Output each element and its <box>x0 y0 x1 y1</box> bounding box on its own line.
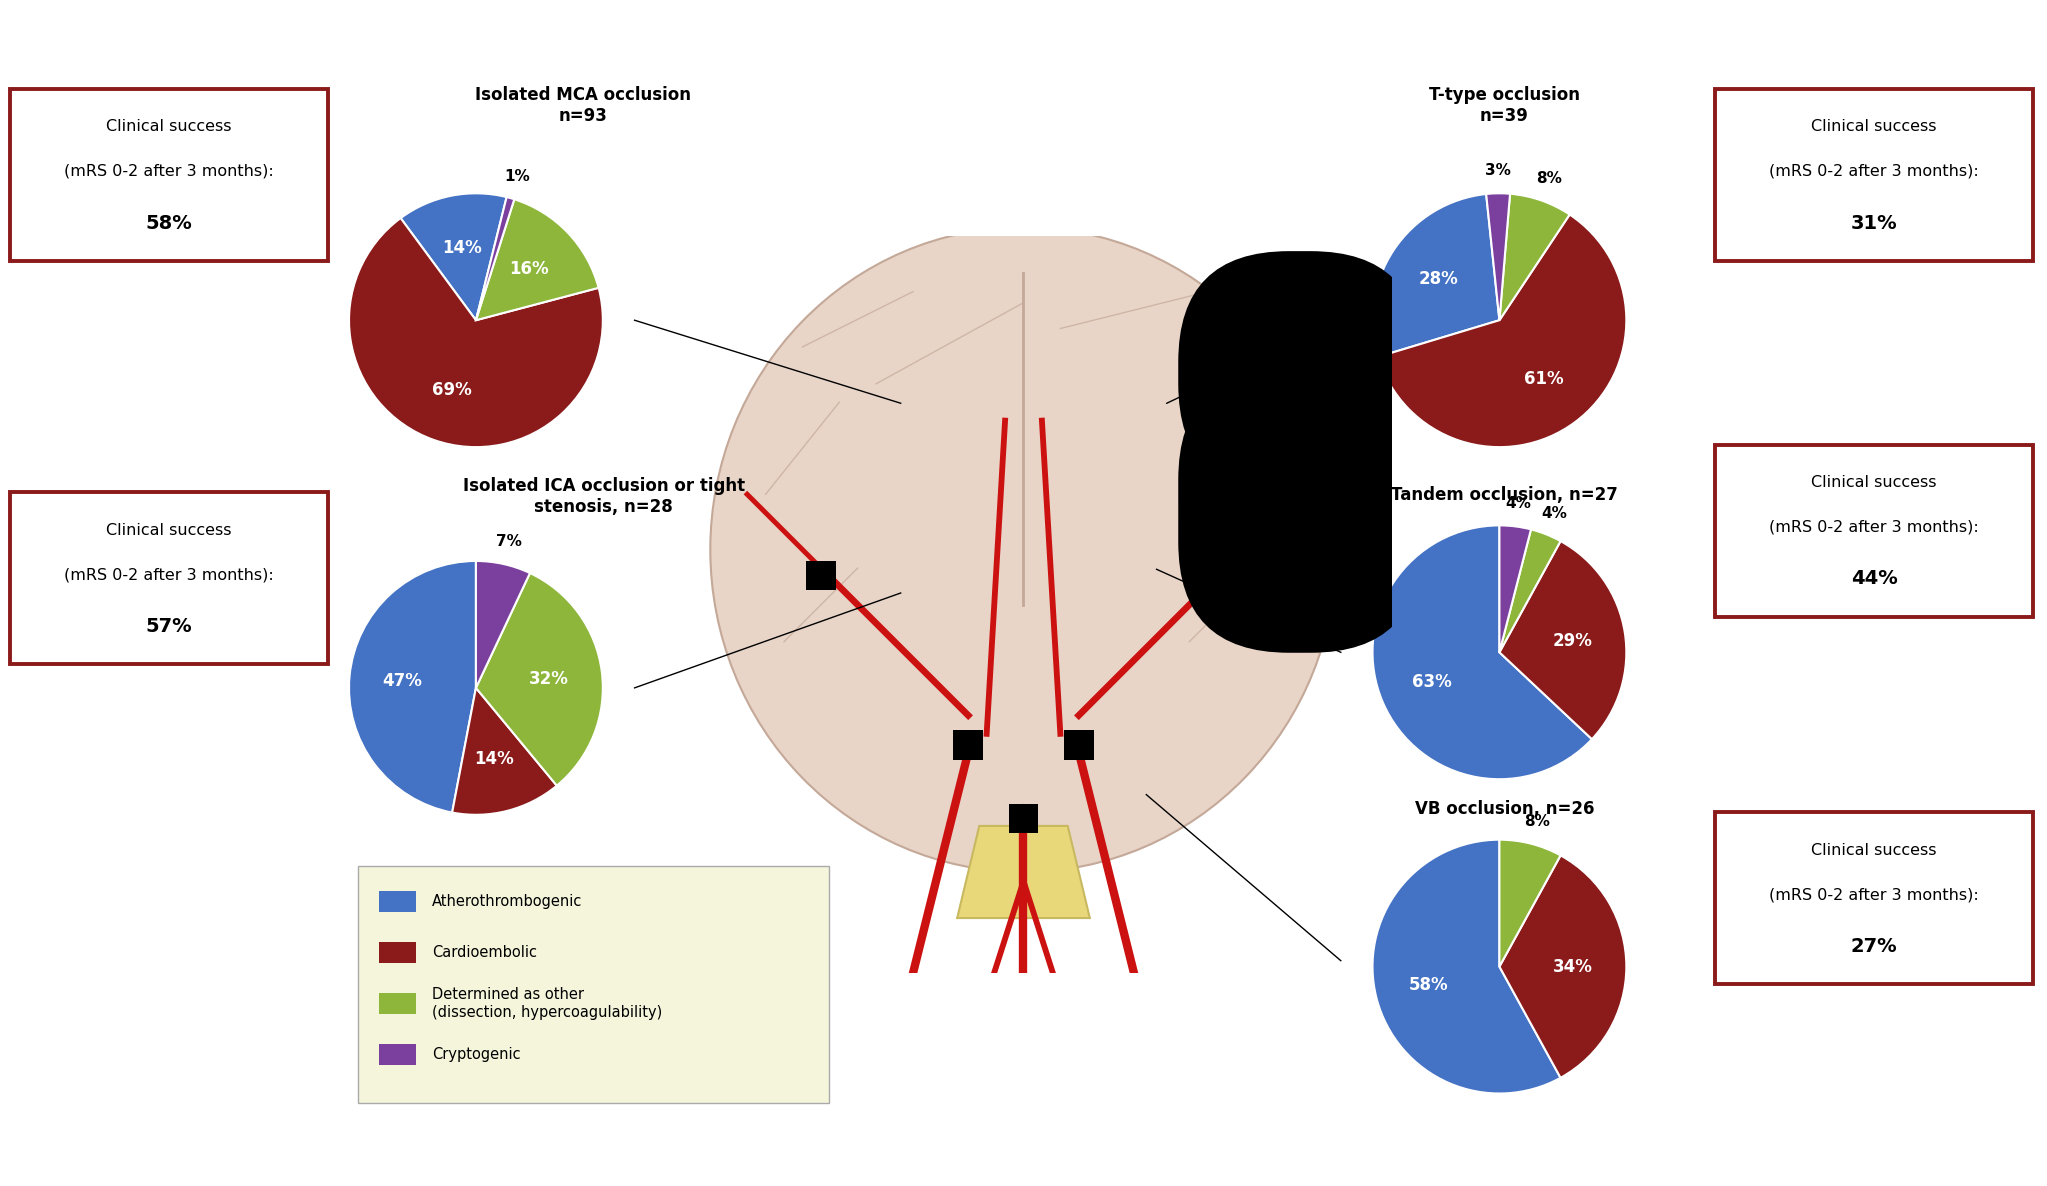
Text: Clinical success: Clinical success <box>1812 843 1936 857</box>
FancyBboxPatch shape <box>1715 89 2033 261</box>
Wedge shape <box>1498 541 1625 739</box>
FancyBboxPatch shape <box>379 993 416 1014</box>
Wedge shape <box>1498 525 1531 652</box>
Text: 47%: 47% <box>383 672 422 690</box>
FancyBboxPatch shape <box>1064 731 1093 759</box>
Text: (mRS 0-2 after 3 months):: (mRS 0-2 after 3 months): <box>1769 519 1979 535</box>
Wedge shape <box>475 573 602 785</box>
FancyBboxPatch shape <box>807 561 835 591</box>
Wedge shape <box>1378 215 1625 447</box>
FancyBboxPatch shape <box>1715 445 2033 617</box>
Wedge shape <box>475 561 530 688</box>
Text: 3%: 3% <box>1484 162 1511 178</box>
Wedge shape <box>475 197 514 320</box>
Text: 31%: 31% <box>1850 213 1898 232</box>
Text: 32%: 32% <box>528 670 569 688</box>
FancyBboxPatch shape <box>10 89 328 261</box>
Text: Determined as other
(dissection, hypercoagulability): Determined as other (dissection, hyperco… <box>432 987 661 1020</box>
FancyBboxPatch shape <box>379 1044 416 1065</box>
Text: 8%: 8% <box>1535 171 1562 186</box>
Text: 58%: 58% <box>1408 976 1447 994</box>
Text: 4%: 4% <box>1541 505 1568 521</box>
Ellipse shape <box>710 228 1337 872</box>
Wedge shape <box>452 688 557 815</box>
FancyBboxPatch shape <box>954 731 983 759</box>
FancyBboxPatch shape <box>1179 369 1421 612</box>
Wedge shape <box>1498 529 1560 652</box>
Text: 16%: 16% <box>510 261 549 279</box>
FancyBboxPatch shape <box>379 891 416 912</box>
FancyBboxPatch shape <box>10 492 328 664</box>
Text: Atherothrombogenic: Atherothrombogenic <box>432 894 581 908</box>
Text: 14%: 14% <box>442 240 481 257</box>
Wedge shape <box>1498 840 1560 967</box>
Text: 7%: 7% <box>495 534 522 549</box>
Wedge shape <box>350 218 602 447</box>
FancyBboxPatch shape <box>1226 310 1374 439</box>
Text: Clinical success: Clinical success <box>106 523 231 537</box>
Text: 14%: 14% <box>475 751 514 769</box>
Text: Clinical success: Clinical success <box>106 120 231 134</box>
Text: 58%: 58% <box>145 213 192 232</box>
Text: Clinical success: Clinical success <box>1812 120 1936 134</box>
FancyBboxPatch shape <box>1226 458 1374 586</box>
FancyBboxPatch shape <box>1009 804 1038 834</box>
Wedge shape <box>1374 195 1498 357</box>
Text: 34%: 34% <box>1554 957 1593 976</box>
FancyBboxPatch shape <box>358 866 829 1103</box>
Text: (mRS 0-2 after 3 months):: (mRS 0-2 after 3 months): <box>1769 887 1979 903</box>
Text: 69%: 69% <box>432 381 471 398</box>
Text: VB occlusion, n=26: VB occlusion, n=26 <box>1414 801 1595 818</box>
Text: 8%: 8% <box>1523 814 1550 829</box>
Polygon shape <box>958 825 1089 918</box>
Wedge shape <box>1498 855 1627 1078</box>
Text: Clinical success: Clinical success <box>1812 476 1936 490</box>
Text: 61%: 61% <box>1523 370 1564 388</box>
Wedge shape <box>1374 525 1593 779</box>
Text: Tandem occlusion, n=27: Tandem occlusion, n=27 <box>1392 486 1617 504</box>
Text: Isolated ICA occlusion or tight
stenosis, n=28: Isolated ICA occlusion or tight stenosis… <box>463 477 745 516</box>
FancyBboxPatch shape <box>1179 251 1421 495</box>
Text: (mRS 0-2 after 3 months):: (mRS 0-2 after 3 months): <box>63 164 274 179</box>
Text: Cryptogenic: Cryptogenic <box>432 1047 520 1061</box>
Text: 57%: 57% <box>145 617 192 636</box>
Text: (mRS 0-2 after 3 months):: (mRS 0-2 after 3 months): <box>63 567 274 582</box>
Wedge shape <box>475 199 598 320</box>
Text: 1%: 1% <box>504 168 530 184</box>
Text: Isolated MCA occlusion
n=93: Isolated MCA occlusion n=93 <box>475 85 692 125</box>
Wedge shape <box>401 193 506 320</box>
Wedge shape <box>350 561 475 812</box>
FancyBboxPatch shape <box>379 942 416 963</box>
Wedge shape <box>1486 193 1511 320</box>
FancyBboxPatch shape <box>1179 409 1421 652</box>
Text: 4%: 4% <box>1505 496 1531 511</box>
Text: 27%: 27% <box>1850 937 1898 956</box>
Text: 29%: 29% <box>1552 632 1593 650</box>
Text: 28%: 28% <box>1419 270 1457 288</box>
Wedge shape <box>1374 840 1560 1093</box>
Text: Cardioembolic: Cardioembolic <box>432 945 536 959</box>
Text: 44%: 44% <box>1850 569 1898 588</box>
Text: T-type occlusion
n=39: T-type occlusion n=39 <box>1429 85 1580 125</box>
FancyBboxPatch shape <box>1715 812 2033 984</box>
Text: (mRS 0-2 after 3 months):: (mRS 0-2 after 3 months): <box>1769 164 1979 179</box>
Text: 63%: 63% <box>1412 672 1451 690</box>
Wedge shape <box>1498 193 1570 320</box>
